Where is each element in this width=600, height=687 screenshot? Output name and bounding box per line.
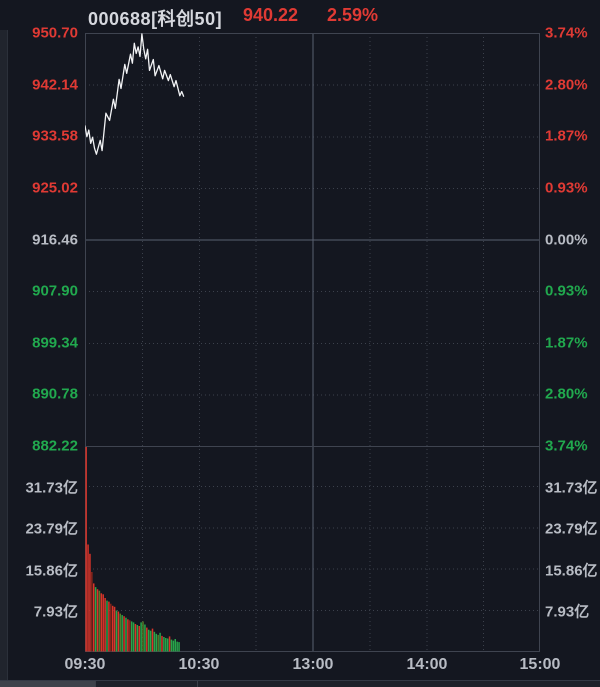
tab-divider — [197, 681, 198, 687]
bottom-tab-strip — [0, 680, 600, 687]
volume-label: 15.86亿 — [25, 562, 78, 580]
time-label: 15:00 — [519, 656, 561, 673]
volume-label: 31.73亿 — [545, 479, 598, 497]
tab-divider — [95, 681, 96, 687]
tab-segment-active[interactable] — [0, 681, 95, 687]
percent-label: 1.87% — [545, 127, 588, 145]
percent-label: 1.87% — [545, 334, 588, 352]
symbol-label: 000688[科创50] — [88, 9, 223, 29]
time-label: 10:30 — [178, 656, 220, 673]
left-edge-strip — [0, 30, 8, 680]
volume-label: 7.93亿 — [545, 603, 590, 621]
percent-label: 3.74% — [545, 24, 588, 42]
price-label: 933.58 — [32, 127, 78, 145]
price-label: 899.34 — [32, 334, 78, 352]
volume-label: 23.79亿 — [25, 520, 78, 538]
percent-label: 2.80% — [545, 385, 588, 403]
percent-label: 3.74% — [545, 437, 588, 455]
price-label: 916.46 — [32, 231, 78, 249]
volume-label: 23.79亿 — [545, 520, 598, 538]
chart-plot-area[interactable] — [84, 33, 540, 652]
volume-label: 7.93亿 — [33, 603, 78, 621]
price-label: 907.90 — [32, 282, 78, 300]
percent-label: 0.00% — [545, 231, 588, 249]
time-label: 09:30 — [64, 656, 106, 673]
price-label: 882.22 — [32, 437, 78, 455]
chart-header: 000688[科创50] 940.22 2.59% — [0, 0, 600, 30]
change-percent: 2.59% — [327, 5, 379, 25]
last-price: 940.22 — [243, 5, 299, 25]
volume-label: 15.86亿 — [545, 562, 598, 580]
price-label: 925.02 — [32, 179, 78, 197]
percent-label: 2.80% — [545, 76, 588, 94]
percent-label: 0.93% — [545, 179, 588, 197]
time-label: 13:00 — [292, 656, 334, 673]
price-label: 950.70 — [32, 24, 78, 42]
price-label: 942.14 — [32, 76, 78, 94]
volume-label: 31.73亿 — [25, 479, 78, 497]
time-label: 14:00 — [406, 656, 448, 673]
percent-label: 0.93% — [545, 282, 588, 300]
price-label: 890.78 — [32, 385, 78, 403]
